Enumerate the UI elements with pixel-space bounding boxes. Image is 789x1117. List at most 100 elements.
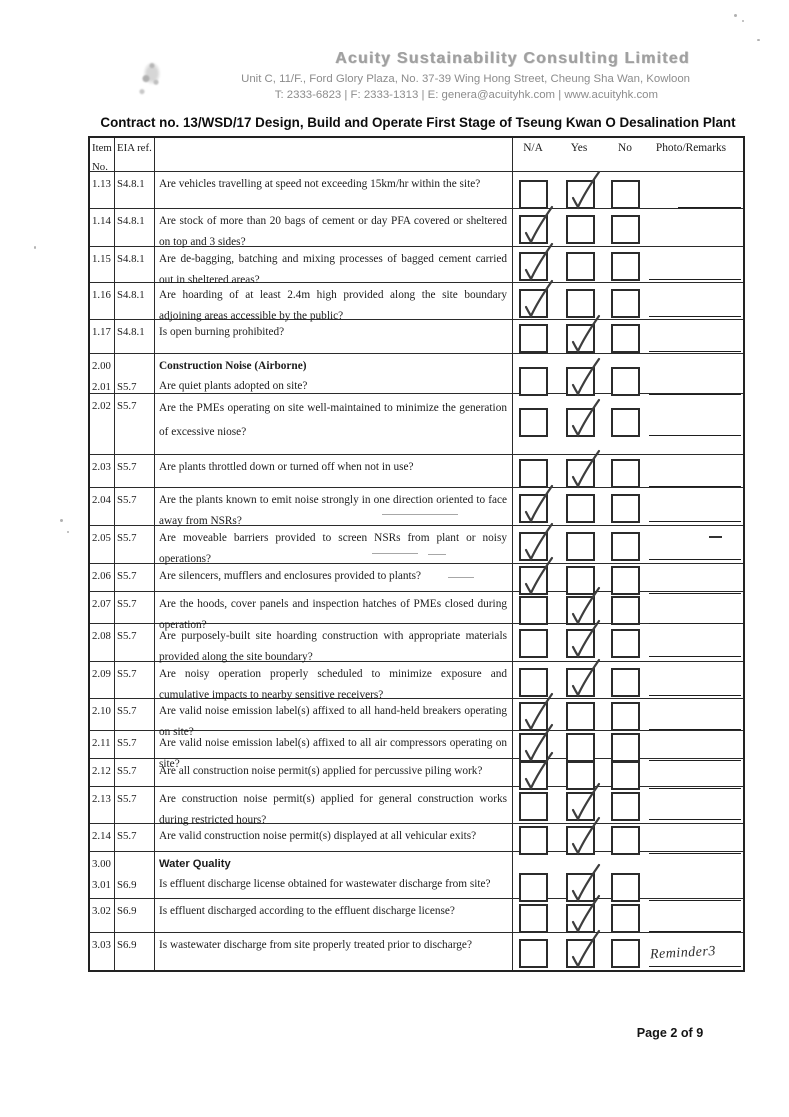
eia-ref: S5.7 (117, 461, 137, 473)
question-text: Are the PMEs operating on site well-main… (159, 402, 507, 438)
item-header-label: Item (92, 142, 112, 154)
pencil-mark (382, 514, 458, 515)
table-row: 2.11 S5.7 Are valid noise emission label(s… (90, 723, 743, 770)
question-text: Is effluent discharged according to the … (159, 905, 455, 917)
question-text: Is effluent discharge license obtained f… (159, 878, 491, 890)
eia-ref-cell: S6.9 (115, 933, 155, 970)
item-no-cell: 2.07 (90, 592, 115, 623)
check-mark-icon (524, 723, 554, 763)
remarks-line (649, 966, 741, 967)
checkbox-yes (566, 929, 601, 969)
answer-cell (513, 658, 743, 698)
eia-ref-cell: S6.9 (115, 852, 155, 898)
eia-ref-cell: S5.7 (115, 759, 155, 786)
item-number: 3.02 (92, 905, 111, 917)
question-cell: Are noisy operation properly scheduled t… (155, 662, 513, 701)
checkbox-yes (566, 252, 595, 281)
eia-ref: S5.7 (117, 830, 137, 842)
item-no-cell: 2.13 (90, 787, 115, 823)
item-number: 2.09 (92, 668, 111, 680)
answer-cell (513, 586, 743, 626)
item-number: 2.05 (92, 532, 111, 544)
company-logo-icon (130, 50, 170, 102)
question-text: Are de-bagging, batching and mixing proc… (159, 253, 507, 286)
letterhead: Acuity Sustainability Consulting Limited… (120, 50, 690, 103)
answer-cell (513, 170, 743, 210)
question-text: Are construction noise permit(s) applied… (159, 793, 507, 826)
company-name: Acuity Sustainability Consulting Limited (335, 50, 690, 67)
check-mark-icon (571, 658, 601, 698)
question-text: Are the plants known to emit noise stron… (159, 494, 507, 527)
check-mark-icon (524, 556, 554, 596)
remarks-line (649, 435, 741, 436)
item-number: 1.14 (92, 215, 111, 227)
checkbox-no (611, 408, 640, 437)
check-mark-icon (571, 816, 601, 856)
check-mark-icon (571, 357, 601, 397)
item-no-cell: 2.00 2.01 (90, 354, 115, 393)
checkbox-no (611, 289, 640, 318)
checkbox-yes (566, 782, 601, 822)
checkbox-no (611, 532, 640, 561)
question-cell: Are vehicles travelling at speed not exc… (155, 172, 513, 208)
item-number: 2.13 (92, 793, 111, 805)
checkbox-yes (566, 761, 595, 790)
question-text: Is wastewater discharge from site proper… (159, 939, 472, 951)
remarks-line (649, 279, 741, 280)
remarks-line (649, 394, 741, 395)
eia-ref-cell: S5.7 (115, 455, 155, 487)
checkbox-no (611, 792, 640, 821)
question-cell: Are purposely-built site hoarding constr… (155, 624, 513, 663)
item-no-cell: 2.05 (90, 526, 115, 563)
checkbox-na (519, 751, 554, 791)
question-text: Are hoarding of at least 2.4m high provi… (159, 289, 507, 322)
checkbox-yes (566, 449, 601, 489)
section-title: Construction Noise (Airborne) (159, 360, 307, 372)
item-no-cell: 1.14 (90, 209, 115, 246)
check-mark-icon (524, 242, 554, 282)
checkbox-yes (566, 170, 601, 210)
checkbox-yes (566, 863, 601, 903)
eia-ref: S4.8.1 (117, 215, 145, 227)
checkbox-yes (566, 702, 595, 731)
remarks-header-label: Photo/Remarks (655, 142, 727, 154)
table-row: 2.12 S5.7 Are all construction noise permi… (90, 751, 743, 791)
checkbox-yes (566, 532, 595, 561)
item-no-cell: 2.09 (90, 662, 115, 698)
eia-ref: S4.8.1 (117, 178, 145, 190)
checkbox-yes (566, 566, 595, 595)
eia-ref-cell: S4.8.1 (115, 172, 155, 208)
question-text: Are moveable barriers provided to screen… (159, 532, 507, 565)
eia-ref-header: EIA ref. (115, 138, 155, 171)
item-number: 3.00 (92, 858, 111, 870)
remarks-line (649, 593, 741, 594)
answer-cell (513, 816, 743, 856)
eia-ref-cell: S5.7 (115, 787, 155, 823)
item-number: 2.11 (92, 737, 111, 749)
check-mark-icon (571, 863, 601, 903)
remarks-line (649, 521, 741, 522)
checkbox-yes (566, 733, 595, 762)
question-cell: Is open burning prohibited? (155, 320, 513, 353)
checkbox-no (611, 733, 640, 762)
checklist-table: Item No. EIA ref. N/A Yes No Photo/Remar… (88, 136, 745, 972)
check-mark-icon (524, 484, 554, 524)
item-number: 2.02 (92, 400, 111, 412)
checkbox-na (519, 279, 554, 319)
eia-ref-cell: S5.7 (115, 394, 155, 454)
check-mark-icon (571, 586, 601, 626)
table-row: 2.00 2.01 S5.7 Construction Noise (Airborne… (90, 354, 743, 397)
answer-cell (513, 751, 743, 791)
item-no-cell: 1.15 (90, 247, 115, 282)
eia-ref: S4.8.1 (117, 253, 145, 265)
question-cell: Are the PMEs operating on site well-main… (155, 394, 513, 454)
eia-ref: S5.7 (117, 668, 137, 680)
item-no-cell: 2.12 (90, 759, 115, 786)
checkbox-no (611, 566, 640, 595)
table-header-row: Item No. EIA ref. N/A Yes No Photo/Remar… (90, 138, 743, 173)
item-number: 2.07 (92, 598, 111, 610)
check-mark-icon (571, 449, 601, 489)
scan-speck (757, 39, 760, 41)
answer-cell (513, 692, 743, 732)
remarks-line (649, 656, 741, 657)
